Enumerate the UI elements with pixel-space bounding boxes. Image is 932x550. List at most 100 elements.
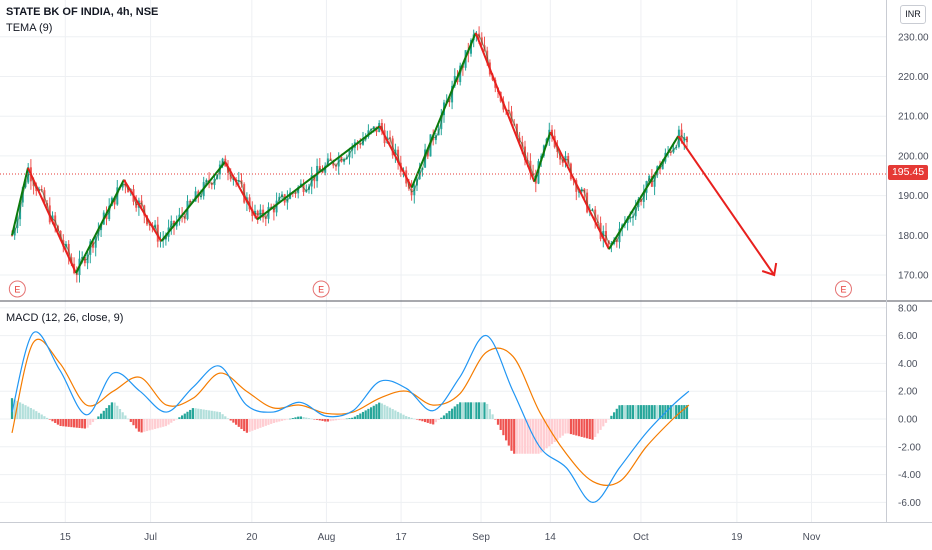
macd-histogram-bar — [86, 419, 89, 428]
macd-histogram-bar — [329, 419, 332, 422]
swing-segment — [224, 161, 259, 220]
macd-histogram-bar — [275, 419, 278, 423]
macd-histogram-bar — [645, 405, 648, 419]
macd-histogram-bar — [672, 405, 675, 419]
macd-histogram-bar — [410, 417, 413, 419]
macd-histogram-bar — [491, 414, 494, 419]
macd-histogram-bar — [488, 409, 491, 419]
macd-histogram-bar — [483, 402, 486, 419]
macd-histogram-bar — [351, 417, 354, 419]
macd-histogram-bar — [550, 419, 554, 445]
price-axis-label: 230.00 — [898, 32, 929, 43]
macd-histogram-bar — [221, 414, 224, 419]
swing-segment — [27, 167, 77, 274]
macd-histogram-bar — [526, 419, 529, 454]
macd-histogram-bar — [102, 410, 105, 419]
macd-histogram-bar — [607, 419, 610, 420]
macd-histogram-bar — [680, 405, 683, 419]
macd-histogram-bar — [24, 405, 27, 419]
macd-histogram-bar — [507, 419, 510, 446]
macd-histogram-bar — [45, 417, 49, 419]
macd-histogram-bar — [610, 415, 613, 419]
swing-segment — [123, 179, 163, 242]
currency-badge[interactable]: INR — [900, 5, 926, 24]
time-axis-label: 20 — [246, 532, 258, 543]
macd-histogram-bar — [43, 416, 46, 419]
macd-axis-label: 2.00 — [898, 387, 918, 398]
macd-histogram-bar — [577, 419, 581, 437]
macd-histogram-bar — [253, 419, 257, 430]
macd-histogram-bar — [299, 416, 302, 419]
macd-histogram-bar — [16, 400, 19, 419]
macd-histogram-bar — [245, 419, 248, 433]
macd-histogram-bar — [118, 409, 122, 419]
macd-histogram-bar — [199, 409, 203, 419]
macd-histogram-bar — [21, 403, 24, 419]
tema-indicator-label[interactable]: TEMA (9) — [6, 22, 53, 34]
macd-histogram-bar — [437, 419, 440, 420]
time-axis-label: 15 — [60, 532, 72, 543]
macd-histogram-bar — [267, 419, 270, 425]
macd-histogram-bar — [240, 419, 243, 429]
macd-histogram-bar — [529, 419, 532, 454]
macd-histogram-bar — [137, 419, 140, 432]
macd-histogram-bar — [650, 405, 653, 419]
macd-histogram-bar — [621, 405, 624, 419]
earnings-event-marker[interactable]: E — [834, 280, 852, 298]
macd-histogram-bar — [477, 402, 481, 419]
macd-histogram-bar — [135, 419, 138, 429]
macd-histogram-bar — [591, 419, 594, 440]
macd-histogram-bar — [207, 410, 211, 419]
macd-histogram-bar — [170, 419, 173, 423]
macd-histogram-bar — [380, 403, 383, 419]
macd-histogram-bar — [324, 419, 327, 422]
macd-histogram-bar — [661, 405, 664, 419]
macd-histogram-bar — [356, 415, 359, 419]
macd-histogram-bar — [302, 417, 305, 419]
macd-histogram-bar — [148, 419, 151, 431]
macd-indicator-label[interactable]: MACD (12, 26, close, 9) — [6, 312, 124, 324]
macd-histogram-bar — [67, 419, 70, 427]
earnings-event-marker[interactable]: E — [312, 280, 330, 298]
macd-histogram-bar — [669, 405, 672, 419]
macd-histogram-bar — [248, 419, 251, 432]
signal-line — [11, 338, 690, 487]
macd-histogram-bar — [326, 419, 329, 422]
macd-histogram-bar — [234, 419, 238, 425]
macd-histogram-bar — [434, 419, 437, 423]
earnings-event-marker[interactable]: E — [8, 280, 26, 298]
macd-histogram-bar — [280, 419, 284, 421]
macd-histogram-bar — [629, 405, 632, 419]
macd-axis-label: -4.00 — [898, 470, 921, 481]
macd-histogram-bar — [615, 408, 618, 419]
price-axis-label: 200.00 — [898, 151, 929, 162]
last-price-tag: 195.45 — [888, 165, 928, 180]
macd-histogram-bar — [175, 419, 178, 420]
macd-histogram-bar — [81, 419, 84, 429]
macd-histogram-bar — [164, 419, 167, 427]
macd-histogram-bar — [461, 402, 464, 419]
macd-histogram-bar — [634, 405, 637, 419]
macd-axis-label: 4.00 — [898, 359, 918, 370]
macd-histogram-bar — [261, 419, 265, 427]
macd-histogram-bar — [394, 410, 397, 419]
macd-histogram-bar — [499, 419, 502, 430]
macd-histogram-bar — [523, 419, 527, 454]
macd-histogram-bar — [545, 419, 548, 449]
macd-histogram-bar — [594, 419, 597, 437]
macd-histogram-bar — [456, 404, 459, 419]
macd-histogram-bar — [553, 419, 556, 442]
macd-histogram-bar — [10, 398, 14, 419]
macd-histogram-bar — [94, 419, 97, 420]
macd-histogram-bar — [572, 419, 575, 435]
symbol-title[interactable]: STATE BK OF INDIA, 4h, NSE — [6, 6, 159, 18]
macd-histogram-bar — [334, 419, 338, 421]
macd-histogram-bar — [369, 407, 373, 419]
macd-panel — [10, 331, 690, 504]
macd-histogram-bar — [167, 419, 170, 425]
macd-histogram-bar — [318, 419, 321, 421]
macd-histogram-bar — [540, 419, 543, 453]
macd-histogram-bar — [321, 419, 324, 421]
